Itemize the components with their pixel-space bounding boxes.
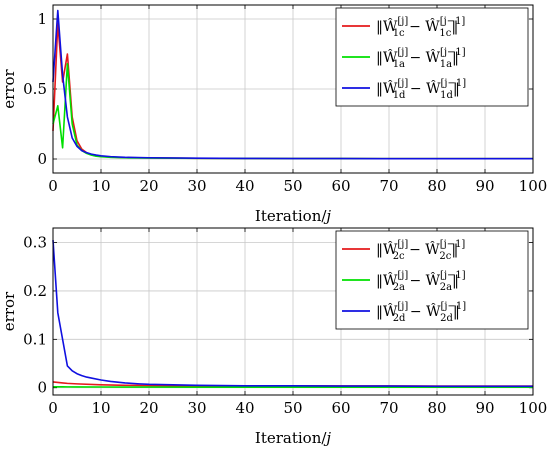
chart1-legend-label-2: ‖Ŵ[j] 1a − Ŵ[j−1] 1a‖ [376, 47, 466, 70]
chart1-xtick-label-80: 80 [427, 177, 446, 195]
chart1-series-3-line [52, 9, 533, 160]
chart2-legend-label-2: ‖Ŵ[j] 2a − Ŵ[j−1] 2a‖ [376, 270, 466, 293]
chart2-xtick-label-100: 100 [519, 399, 548, 417]
chart1-xtick-label-50: 50 [283, 177, 302, 195]
chart1-xtick-label-30: 30 [187, 177, 206, 195]
chart2-legend: ‖Ŵ[j] 2c − Ŵ[j−1] 2c‖ ‖Ŵ[j] 2a − Ŵ[j−1] 2a‖ ‖Ŵ… [335, 230, 529, 330]
chart1-xtick-label-70: 70 [379, 177, 398, 195]
chart2-ytick-label-0.1: 0.1 [23, 330, 47, 348]
chart2-xtick-label-10: 10 [91, 399, 110, 417]
chart1-xtick-label-100: 100 [519, 177, 548, 195]
chart2-legend-label-3: ‖Ŵ[j] 2d − Ŵ[j−1] 2d‖ [376, 301, 466, 324]
chart2-legend-label-1: ‖Ŵ[j] 2c − Ŵ[j−1] 2c‖ [376, 239, 465, 262]
chart2: 0 10 20 30 40 50 60 70 80 90 100 0 0.1 0.2 0.3 Iteratio… [0, 227, 548, 447]
chart1-legend: ‖Ŵ[j] 1c − Ŵ[j−1] 1c‖ ‖Ŵ[j] 1a − Ŵ[j−1] 1a‖ ‖Ŵ… [335, 7, 529, 107]
chart2-xtick-label-90: 90 [475, 399, 494, 417]
chart1-xtick-label-0: 0 [48, 177, 58, 195]
chart1-ytick-label-0.5: 0.5 [23, 80, 47, 98]
chart1-plot-frame [52, 4, 534, 174]
chart1-xtick-label-90: 90 [475, 177, 494, 195]
chart2-xlabel: Iteration/j [255, 429, 332, 447]
chart1-xtick-label-20: 20 [139, 177, 158, 195]
chart1-xtick-label-10: 10 [91, 177, 110, 195]
chart2-xtick-label-50: 50 [283, 399, 302, 417]
chart1-legend-label-1: ‖Ŵ[j] 1c − Ŵ[j−1] 1c‖ [376, 16, 465, 39]
chart2-xtick-label-0: 0 [48, 399, 58, 417]
chart2-plot-frame [52, 227, 534, 396]
chart2-ytick-label-0: 0 [37, 379, 47, 397]
chart2-ylabel: error [0, 291, 18, 331]
chart1: 0 10 20 30 40 50 60 70 80 90 100 0 0.5 1 Iteration/j er… [0, 4, 548, 225]
chart2-xtick-label-40: 40 [235, 399, 254, 417]
chart2-xtick-label-60: 60 [331, 399, 350, 417]
chart2-ytick-label-0.2: 0.2 [23, 282, 47, 300]
chart1-xtick-label-60: 60 [331, 177, 350, 195]
chart1-ytick-label-1: 1 [37, 10, 47, 28]
chart2-xtick-label-80: 80 [427, 399, 446, 417]
chart2-series-3-line [52, 240, 533, 388]
chart1-ylabel: error [0, 68, 18, 108]
chart2-xtick-label-20: 20 [139, 399, 158, 417]
chart2-xtick-label-30: 30 [187, 399, 206, 417]
chart2-xtick-label-70: 70 [379, 399, 398, 417]
chart2-ytick-label-0.3: 0.3 [23, 234, 47, 252]
chart1-xlabel: Iteration/j [255, 207, 332, 225]
chart1-xtick-label-40: 40 [235, 177, 254, 195]
chart1-ytick-label-0: 0 [37, 150, 47, 168]
chart1-legend-label-3: ‖Ŵ[j] 1d − Ŵ[j−1] 1d‖ [376, 78, 466, 101]
